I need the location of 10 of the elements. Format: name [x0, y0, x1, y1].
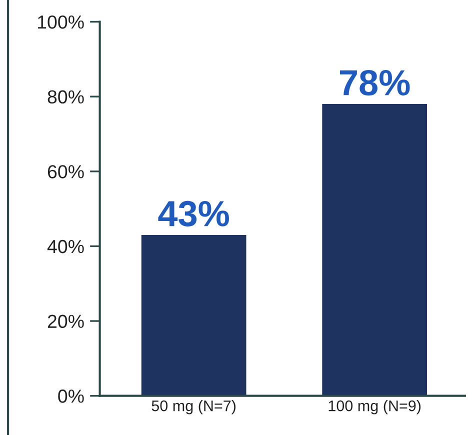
- y-tick-label: 40%: [47, 240, 84, 254]
- y-tick-label: 0%: [58, 390, 84, 403]
- y-tick-label: 60%: [48, 165, 84, 178]
- y-tick-label: 100%: [38, 15, 84, 29]
- x-tick-label: 50 mg (N=7): [152, 400, 236, 414]
- x-tick-label: 100 mg (N=9): [328, 400, 421, 414]
- y-tick-label: 20%: [48, 314, 84, 328]
- data-label: 78%: [340, 70, 410, 96]
- y-tick-label: 80%: [48, 90, 84, 104]
- data-label: 43%: [158, 200, 229, 227]
